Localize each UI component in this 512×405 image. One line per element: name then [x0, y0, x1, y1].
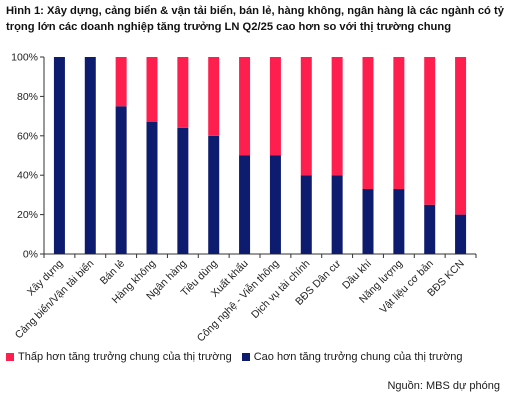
bar-higher: [362, 188, 374, 254]
bar-higher: [269, 155, 281, 254]
y-tick-label: 60%: [17, 130, 38, 142]
bar-lower: [331, 57, 343, 176]
x-tick-label: Vật liệu cơ bản: [377, 258, 435, 316]
y-tick-label: 80%: [17, 91, 38, 103]
legend-swatch-lower: [6, 353, 14, 361]
bar-lower: [455, 57, 467, 215]
y-tick-label: 0%: [23, 249, 38, 261]
bar-lower: [208, 57, 220, 136]
x-tick-label: Bán lẻ: [98, 258, 128, 288]
bar-higher: [300, 175, 312, 254]
bar-higher: [84, 57, 96, 254]
y-tick-label: 40%: [17, 170, 38, 182]
legend-label-lower: Thấp hơn tăng trưởng chung của thị trườn…: [18, 351, 232, 363]
legend-label-higher: Cao hơn tăng trưởng chung của thị trường: [253, 351, 463, 363]
bar-higher: [239, 155, 251, 254]
legend-item-higher: Cao hơn tăng trưởng chung của thị trường: [241, 351, 463, 363]
y-tick-label: 20%: [17, 209, 38, 221]
legend: Thấp hơn tăng trưởng chung của thị trườn…: [6, 351, 506, 363]
bar-higher: [177, 127, 189, 254]
y-tick-label: 100%: [11, 52, 38, 64]
source-note: Nguồn: MBS dự phóng: [387, 380, 500, 392]
legend-swatch-higher: [241, 353, 250, 361]
bar-lower: [177, 57, 189, 128]
bar-lower: [362, 57, 374, 189]
legend-item-lower: Thấp hơn tăng trưởng chung của thị trườn…: [6, 351, 232, 363]
bar-higher: [208, 135, 220, 254]
bar-lower: [146, 57, 158, 123]
bar-lower: [115, 57, 127, 107]
bar-higher: [455, 214, 467, 254]
bar-higher: [53, 57, 65, 254]
bar-higher: [331, 175, 343, 254]
bar-higher: [115, 106, 127, 254]
bar-lower: [239, 57, 251, 156]
bar-higher: [393, 188, 405, 254]
bar-lower: [393, 57, 405, 189]
bar-higher: [146, 122, 158, 254]
bar-lower: [269, 57, 281, 156]
bar-lower: [424, 57, 436, 205]
chart-title: Hình 1: Xây dựng, cảng biển & vận tải bi…: [6, 5, 504, 33]
bar-higher: [424, 204, 436, 254]
bar-lower: [300, 57, 312, 176]
